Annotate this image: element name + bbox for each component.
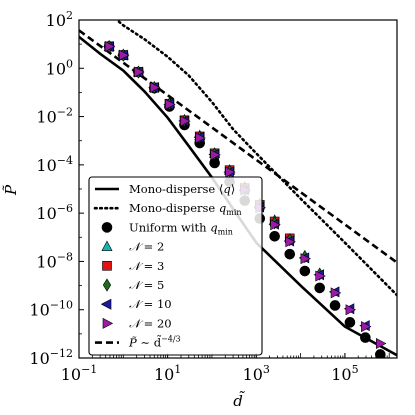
- data-point: [180, 115, 191, 127]
- data-point: [390, 366, 400, 376]
- data-point: [101, 240, 113, 251]
- data-point: [104, 40, 116, 52]
- data-point: [102, 317, 114, 329]
- data-point: [284, 248, 296, 260]
- y-tick-label: 10−8: [36, 250, 73, 271]
- legend-label: Mono-disperse ⟨q⟩: [129, 182, 235, 196]
- data-point: [361, 321, 372, 333]
- data-point: [101, 222, 113, 233]
- data-point: [119, 49, 130, 61]
- data-point: [149, 82, 161, 93]
- data-point: [100, 298, 112, 310]
- data-point: [315, 270, 326, 282]
- data-point: [345, 304, 357, 316]
- data-point: [225, 166, 236, 178]
- y-tick-label: 10−4: [36, 154, 73, 175]
- data-point: [102, 260, 112, 271]
- data-point: [329, 300, 341, 311]
- legend-label: Uniform with qmin: [129, 220, 233, 236]
- data-point: [375, 349, 386, 358]
- data-point: [375, 337, 387, 349]
- y-axis-label: P̃: [2, 184, 20, 196]
- legend-label: 𝒩 = 2: [129, 240, 164, 254]
- legend-label: 𝒩 = 10: [129, 297, 172, 311]
- data-point: [210, 149, 221, 161]
- series-line: [117, 20, 397, 297]
- x-tick-label: 10−1: [61, 363, 98, 384]
- data-point: [344, 317, 356, 328]
- data-point: [330, 287, 342, 299]
- y-tick-label: 10−6: [36, 202, 73, 223]
- legend-box: [88, 176, 263, 356]
- x-tick-label: 103: [243, 363, 270, 384]
- data-point: [102, 278, 112, 292]
- data-point: [134, 66, 145, 78]
- data-point: [165, 98, 176, 110]
- data-point: [285, 236, 296, 248]
- legend-label: Mono-disperse qmin: [129, 201, 242, 217]
- data-point: [314, 282, 325, 294]
- y-tick-label: 10−10: [29, 299, 73, 320]
- data-point: [195, 132, 206, 144]
- data-point: [269, 230, 280, 242]
- y-tick-label: 10−2: [36, 106, 73, 127]
- data-point: [360, 332, 371, 343]
- x-tick-label: 101: [154, 363, 181, 384]
- data-point: [299, 265, 311, 277]
- y-tick-label: 100: [46, 57, 73, 78]
- x-axis-label: d̃: [233, 391, 245, 410]
- legend-label: 𝒩 = 20: [129, 316, 172, 330]
- data-point: [300, 253, 312, 265]
- data-point: [270, 219, 281, 231]
- legend-label: 𝒩 = 3: [129, 259, 164, 273]
- legend-label: P̃ ∼ d̃−4/3: [128, 335, 181, 350]
- legend-label: 𝒩 = 5: [129, 278, 164, 292]
- x-tick-label: 105: [331, 363, 358, 384]
- series-line: [79, 35, 397, 357]
- y-tick-label: 102: [46, 9, 73, 30]
